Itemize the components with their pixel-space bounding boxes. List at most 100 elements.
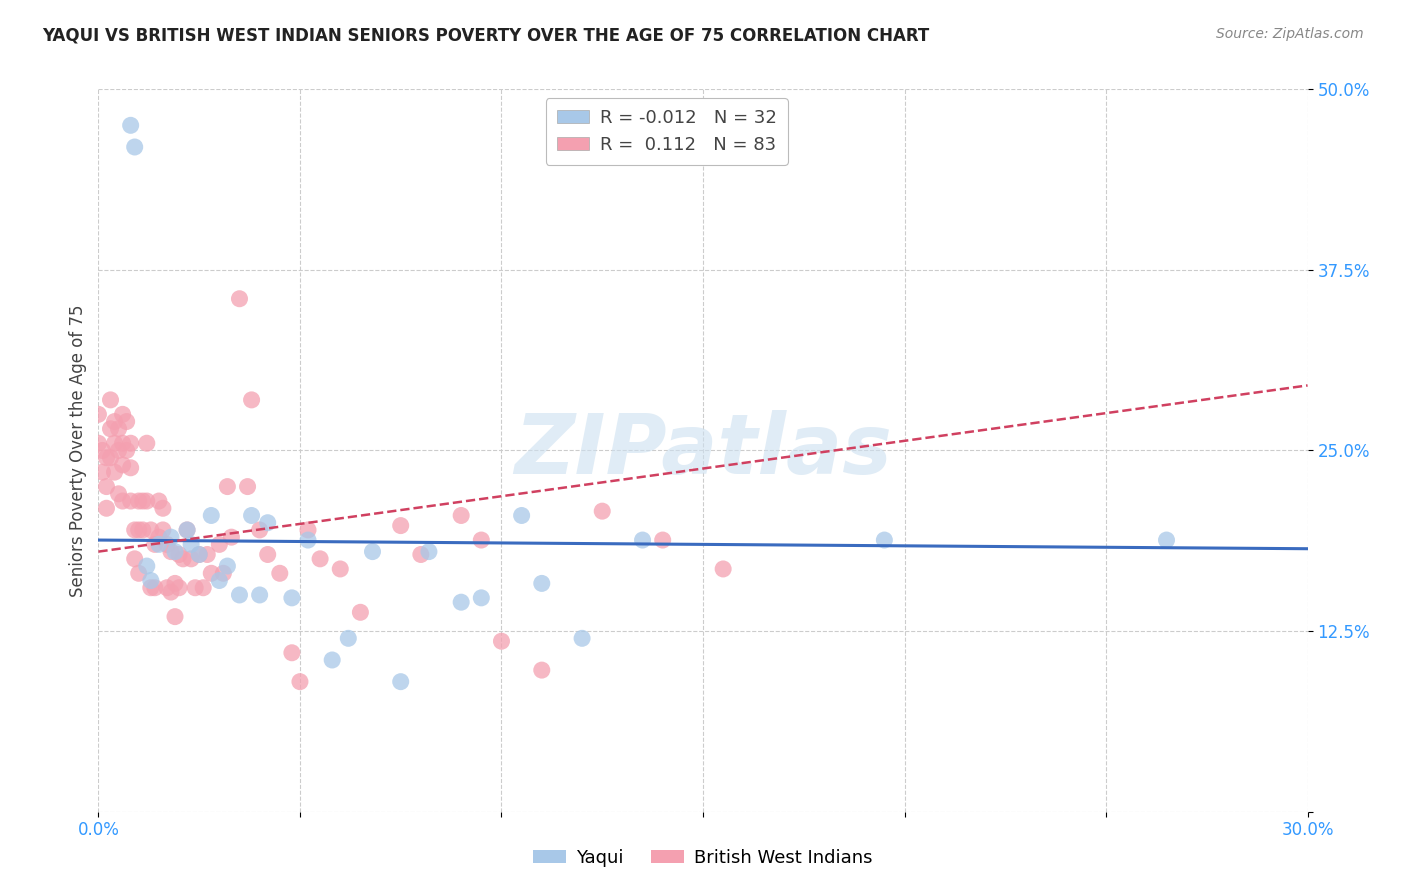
Point bbox=[200, 566, 222, 581]
Point bbox=[139, 523, 162, 537]
Point bbox=[389, 674, 412, 689]
Point bbox=[111, 407, 134, 421]
Point bbox=[167, 548, 190, 562]
Point bbox=[217, 559, 239, 574]
Point bbox=[148, 537, 170, 551]
Point bbox=[470, 591, 492, 605]
Point bbox=[176, 523, 198, 537]
Point bbox=[148, 530, 170, 544]
Point bbox=[228, 588, 250, 602]
Point bbox=[143, 537, 166, 551]
Point bbox=[111, 494, 134, 508]
Point bbox=[163, 576, 186, 591]
Point bbox=[591, 504, 613, 518]
Point bbox=[184, 581, 207, 595]
Text: Source: ZipAtlas.com: Source: ZipAtlas.com bbox=[1216, 27, 1364, 41]
Point bbox=[152, 501, 174, 516]
Point bbox=[160, 544, 183, 558]
Point bbox=[193, 581, 215, 595]
Point bbox=[217, 480, 239, 494]
Point bbox=[91, 465, 114, 479]
Point bbox=[111, 436, 134, 450]
Point bbox=[103, 415, 125, 429]
Point bbox=[132, 494, 155, 508]
Point bbox=[103, 436, 125, 450]
Point bbox=[321, 653, 343, 667]
Point bbox=[135, 559, 157, 574]
Point bbox=[139, 581, 162, 595]
Point bbox=[120, 460, 142, 475]
Point bbox=[107, 443, 129, 458]
Text: ZIPatlas: ZIPatlas bbox=[515, 410, 891, 491]
Point bbox=[281, 591, 304, 605]
Point bbox=[530, 663, 553, 677]
Point bbox=[163, 544, 186, 558]
Point bbox=[212, 566, 235, 581]
Point bbox=[124, 523, 146, 537]
Point bbox=[409, 548, 432, 562]
Point bbox=[349, 605, 371, 619]
Point bbox=[103, 465, 125, 479]
Point bbox=[281, 646, 304, 660]
Point bbox=[132, 523, 155, 537]
Point bbox=[240, 392, 263, 407]
Point bbox=[180, 551, 202, 566]
Point bbox=[288, 674, 311, 689]
Point bbox=[143, 581, 166, 595]
Point bbox=[236, 480, 259, 494]
Point bbox=[163, 609, 186, 624]
Point bbox=[107, 487, 129, 501]
Point bbox=[120, 119, 142, 133]
Point bbox=[470, 533, 492, 547]
Point bbox=[120, 436, 142, 450]
Point bbox=[128, 523, 150, 537]
Point bbox=[249, 588, 271, 602]
Point bbox=[156, 581, 179, 595]
Point bbox=[221, 530, 243, 544]
Y-axis label: Seniors Poverty Over the Age of 75: Seniors Poverty Over the Age of 75 bbox=[69, 304, 87, 597]
Point bbox=[100, 392, 122, 407]
Point bbox=[160, 585, 183, 599]
Point bbox=[180, 537, 202, 551]
Point bbox=[651, 533, 673, 547]
Point bbox=[100, 450, 122, 465]
Legend: R = -0.012   N = 32, R =  0.112   N = 83: R = -0.012 N = 32, R = 0.112 N = 83 bbox=[546, 98, 787, 165]
Point bbox=[631, 533, 654, 547]
Point bbox=[269, 566, 291, 581]
Point bbox=[148, 494, 170, 508]
Point bbox=[200, 508, 222, 523]
Point bbox=[256, 516, 278, 530]
Point bbox=[107, 422, 129, 436]
Point bbox=[450, 508, 472, 523]
Point bbox=[389, 518, 412, 533]
Point bbox=[450, 595, 472, 609]
Point bbox=[91, 443, 114, 458]
Point bbox=[188, 548, 211, 562]
Point bbox=[208, 574, 231, 588]
Point bbox=[120, 494, 142, 508]
Point bbox=[361, 544, 384, 558]
Point bbox=[135, 494, 157, 508]
Point bbox=[418, 544, 440, 558]
Point bbox=[128, 494, 150, 508]
Point bbox=[873, 533, 896, 547]
Point bbox=[111, 458, 134, 472]
Point bbox=[297, 533, 319, 547]
Point bbox=[297, 523, 319, 537]
Point bbox=[152, 523, 174, 537]
Point bbox=[711, 562, 734, 576]
Point bbox=[195, 548, 218, 562]
Point bbox=[188, 548, 211, 562]
Point bbox=[208, 537, 231, 551]
Point bbox=[167, 581, 190, 595]
Legend: Yaqui, British West Indians: Yaqui, British West Indians bbox=[526, 842, 880, 874]
Point bbox=[87, 436, 110, 450]
Point bbox=[87, 407, 110, 421]
Point bbox=[135, 436, 157, 450]
Point bbox=[96, 450, 118, 465]
Point bbox=[128, 566, 150, 581]
Text: YAQUI VS BRITISH WEST INDIAN SENIORS POVERTY OVER THE AGE OF 75 CORRELATION CHAR: YAQUI VS BRITISH WEST INDIAN SENIORS POV… bbox=[42, 27, 929, 45]
Point bbox=[491, 634, 513, 648]
Point bbox=[249, 523, 271, 537]
Point bbox=[176, 523, 198, 537]
